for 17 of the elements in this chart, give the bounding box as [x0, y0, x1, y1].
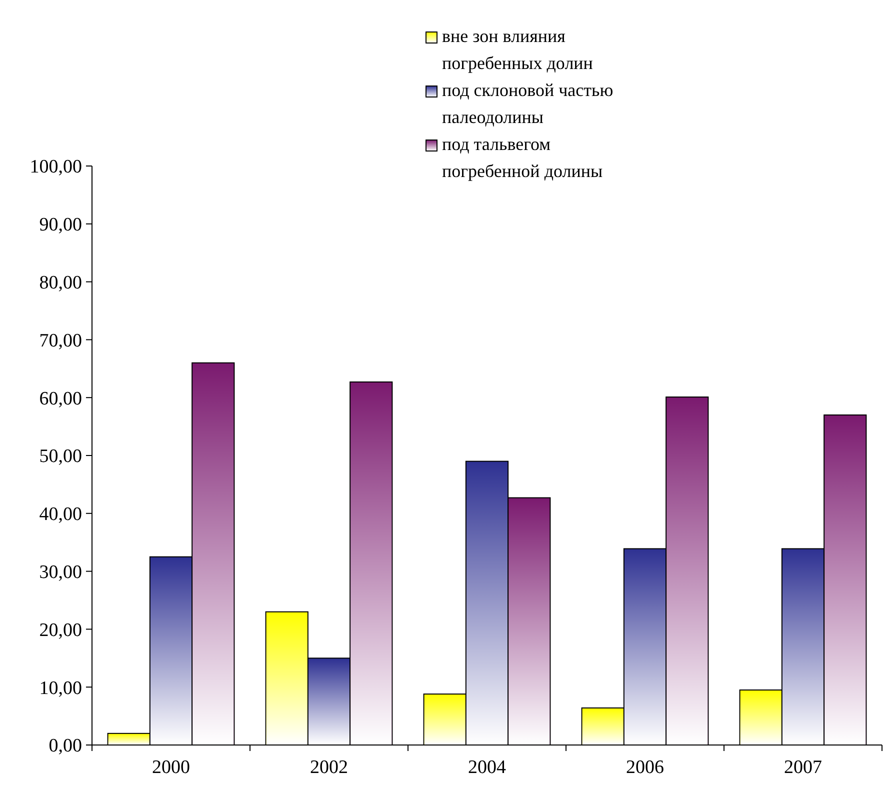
- y-tick-label: 20,00: [39, 620, 82, 641]
- y-tick-label: 70,00: [39, 330, 82, 352]
- y-tick-label: 10,00: [39, 678, 82, 699]
- legend-label: под тальвегом погребенной долины: [442, 134, 603, 181]
- x-tick-label: 2006: [626, 757, 664, 778]
- x-tick-label: 2002: [310, 757, 348, 778]
- y-tick-label: 60,00: [39, 388, 82, 410]
- y-tick-label: 30,00: [39, 562, 82, 583]
- y-tick-label: 0,00: [48, 736, 82, 757]
- y-tick-label: 90,00: [39, 214, 82, 236]
- x-tick-label: 2007: [784, 757, 822, 778]
- x-tick-label: 2000: [152, 757, 190, 778]
- y-tick-label: 50,00: [39, 446, 82, 468]
- y-tick-label: 80,00: [39, 272, 82, 294]
- y-tick-label: 40,00: [39, 504, 82, 526]
- y-tick-label: 100,00: [30, 156, 82, 178]
- x-tick-label: 2004: [468, 757, 506, 778]
